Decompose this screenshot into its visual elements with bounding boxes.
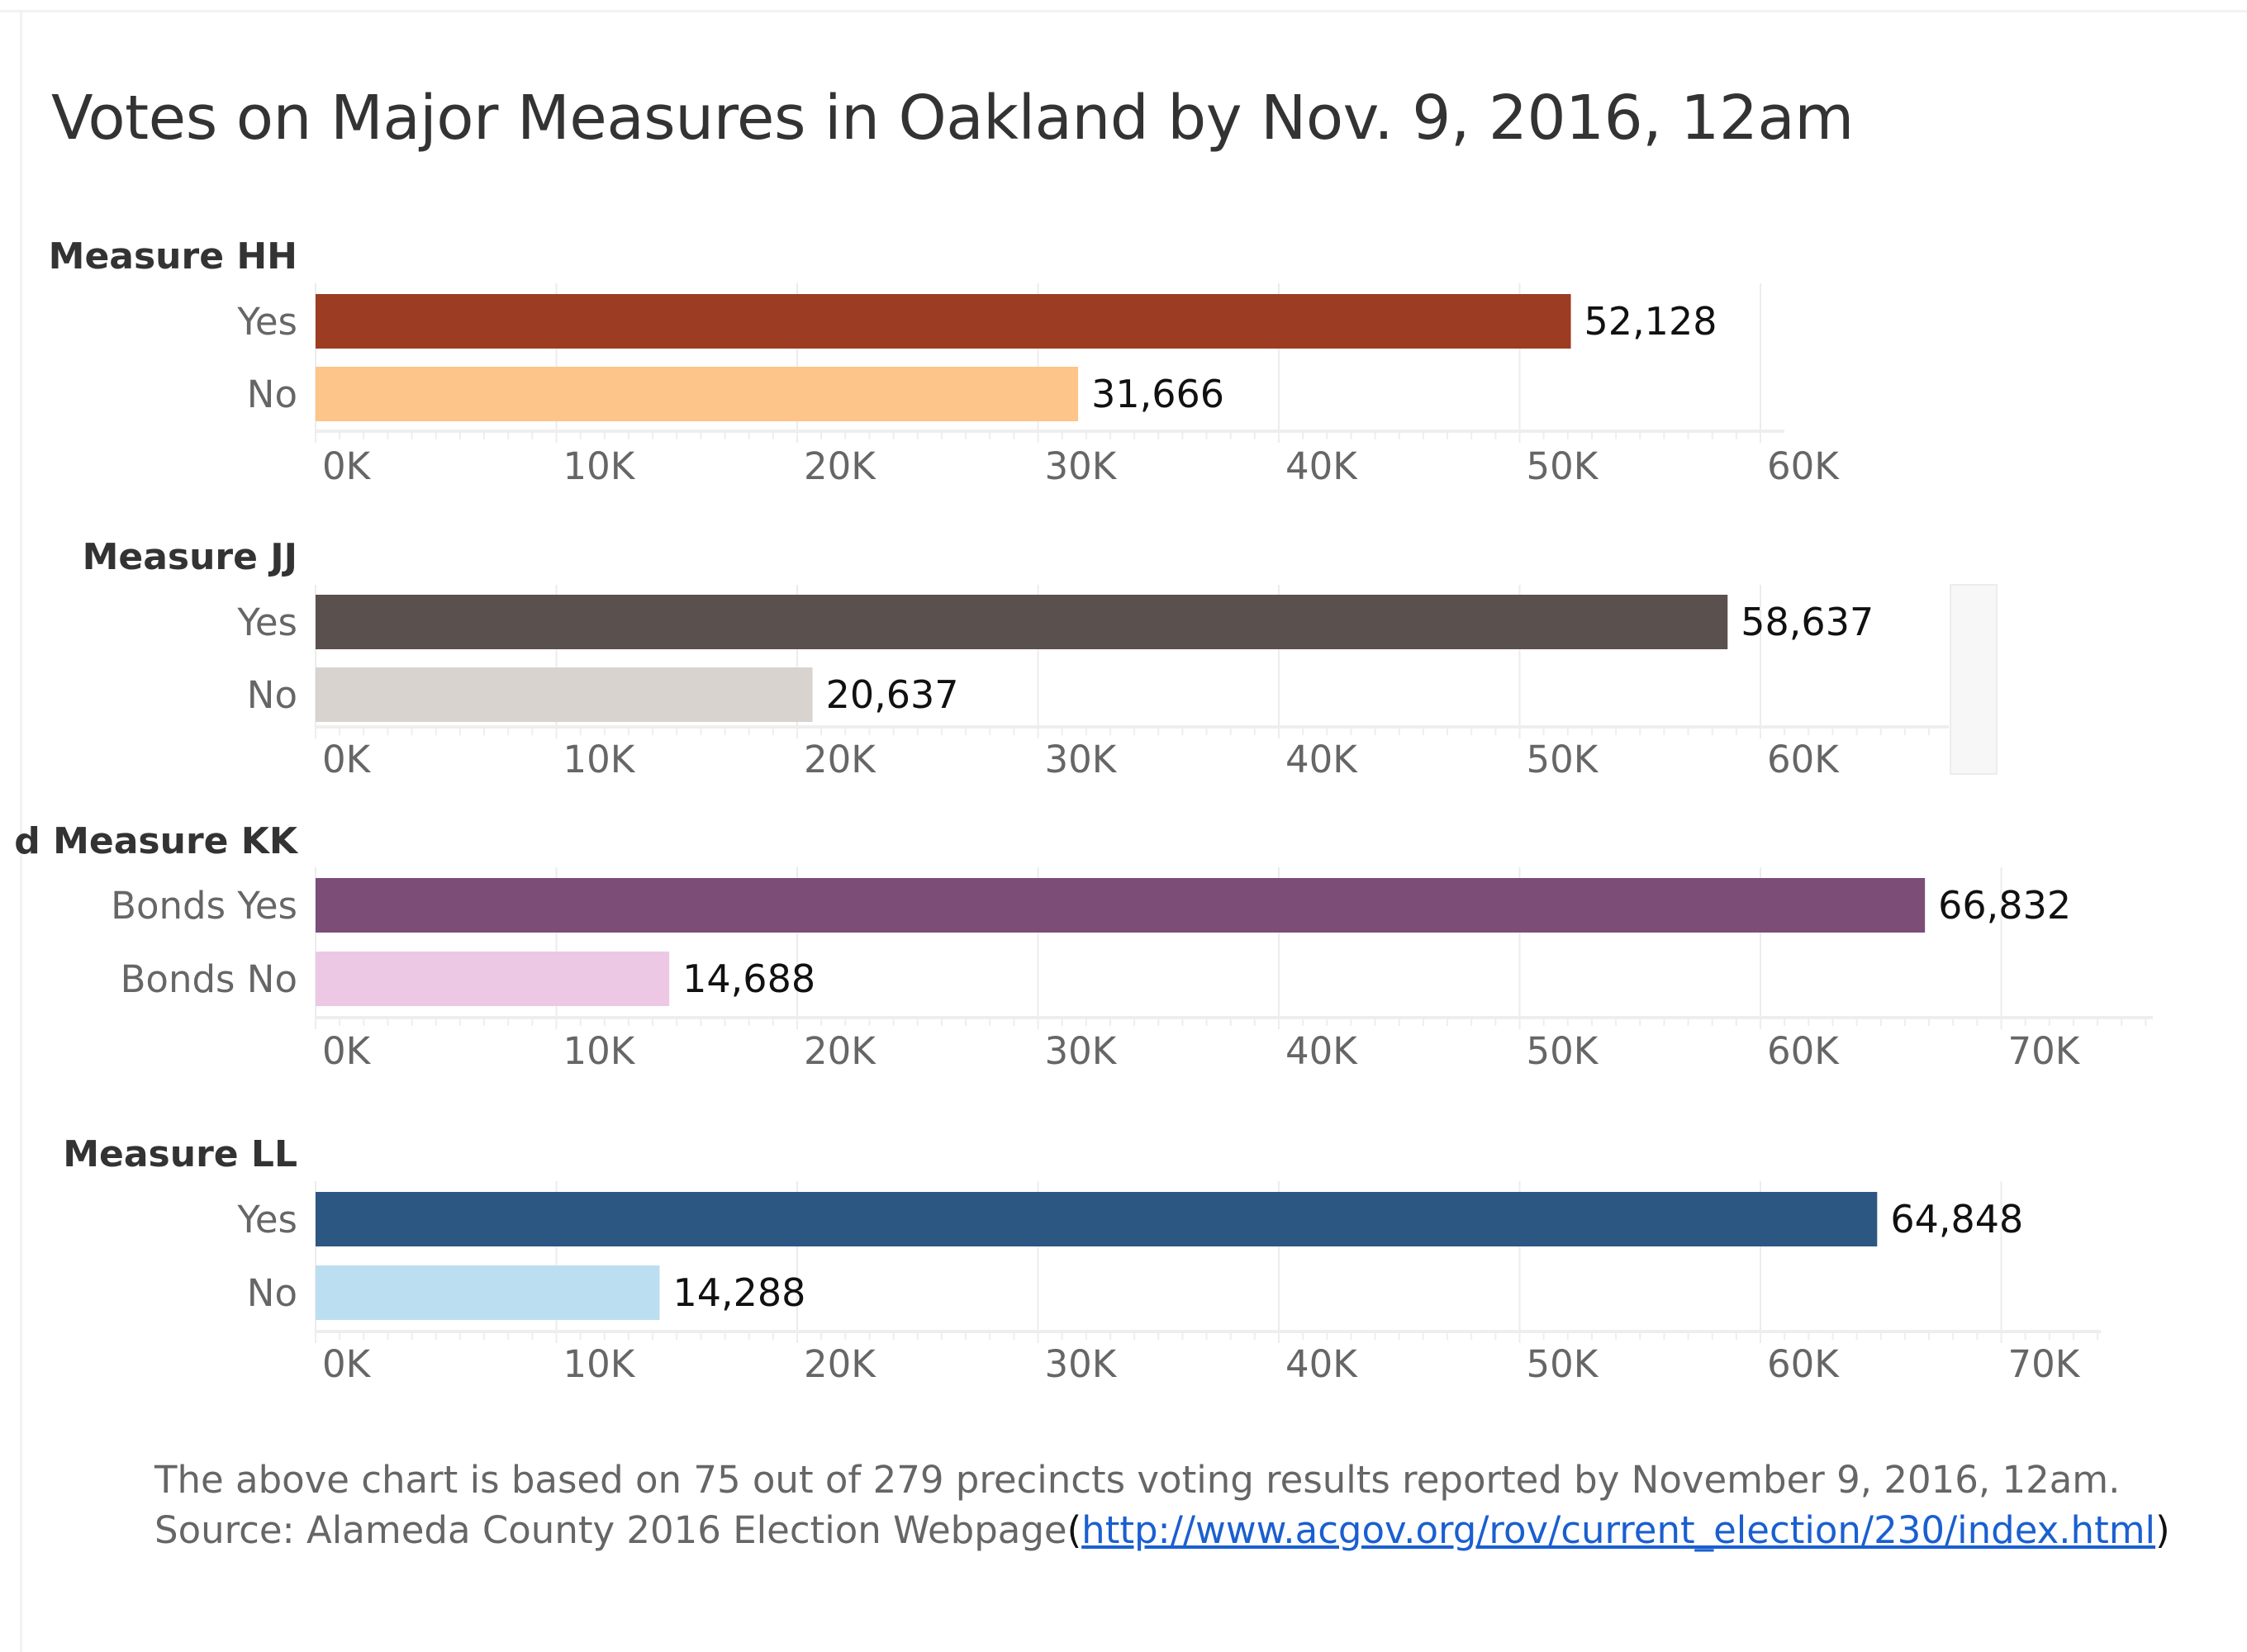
panel-4-tick-label: 10K [563, 1342, 636, 1386]
panel-3-value-label: 66,832 [1938, 883, 2071, 928]
panel-2-tick-label: 10K [563, 738, 636, 781]
panel-3-tick-label: 50K [1527, 1029, 1599, 1073]
panel-4-tick-label: 0K [322, 1342, 372, 1386]
panel-4-category-label: Yes [236, 1198, 297, 1241]
frame-top-border [0, 10, 2247, 12]
panel-2-tick-label: 40K [1285, 738, 1358, 781]
panel-3-tick-label: 70K [2008, 1029, 2081, 1073]
panel-1-bar-yes [316, 294, 1571, 349]
panel-3-category-label: Bonds Yes [111, 884, 297, 928]
panel-3-tick-label: 0K [322, 1029, 372, 1073]
chart-title: Votes on Major Measures in Oakland by No… [51, 83, 1854, 154]
panel-3-tick-label: 40K [1285, 1029, 1358, 1073]
panel-1-tick-label: 30K [1045, 444, 1118, 488]
panel-1-tick-label: 50K [1527, 444, 1599, 488]
panel-2-tick-label: 30K [1045, 738, 1118, 781]
frame-left-border [20, 12, 22, 1652]
panel-3-bar-bonds-yes [316, 878, 1926, 933]
panel-4-bar-yes [316, 1192, 1878, 1246]
footer-source-label: Source: Alameda County 2016 Election Web… [154, 1508, 1067, 1552]
panel-3-category-label: Bonds No [121, 957, 297, 1001]
panel-2-value-label: 58,637 [1741, 600, 1874, 644]
panel-1-tick-label: 40K [1285, 444, 1358, 488]
panel-1-title: Measure HH [49, 235, 297, 278]
panel-1-category-label: No [247, 373, 297, 416]
source-link[interactable]: http://www.acgov.org/rov/current_electio… [1081, 1508, 2156, 1552]
panel-1-tick-label: 0K [322, 444, 372, 488]
panel-4-tick-label: 60K [1767, 1342, 1840, 1386]
panel-2-tick-label: 60K [1767, 738, 1840, 781]
panel-3-tick-label: 10K [563, 1029, 636, 1073]
panel-2-value-label: 20,637 [826, 672, 959, 717]
panel-2-category-label: Yes [236, 601, 297, 644]
panel-1-value-label: 31,666 [1091, 372, 1224, 416]
panel-4-tick-label: 40K [1285, 1342, 1358, 1386]
panel-2-bar-no [316, 667, 813, 722]
panel-3-bar-bonds-no [316, 952, 670, 1006]
panel-1-tick-label: 60K [1767, 444, 1840, 488]
panel-3-title: d Measure KK [14, 820, 299, 862]
panel-2-tick-label: 20K [804, 738, 876, 781]
panel-4-tick-label: 70K [2008, 1342, 2081, 1386]
panel-2-category-label: No [247, 673, 297, 717]
panel-1-tick-label: 20K [804, 444, 876, 488]
panel-2-tick-label: 0K [322, 738, 372, 781]
panel-3-tick-label: 60K [1767, 1029, 1840, 1073]
panel-2-tick-label: 50K [1527, 738, 1599, 781]
panel-4-tick-label: 50K [1527, 1342, 1599, 1386]
panel-1-value-label: 52,128 [1584, 299, 1717, 344]
close-paren: ) [2155, 1508, 2170, 1552]
footer-source: Source: Alameda County 2016 Election Web… [154, 1508, 2170, 1552]
footer-note: The above chart is based on 75 out of 27… [154, 1458, 2121, 1502]
panel-3-tick-label: 30K [1045, 1029, 1118, 1073]
panel-3-value-label: 14,688 [682, 957, 815, 1001]
panel-2-scrollbar[interactable] [1950, 584, 1998, 775]
panel-4-tick-label: 20K [804, 1342, 876, 1386]
panel-1-category-label: Yes [236, 300, 297, 344]
panel-4-title: Measure LL [63, 1133, 297, 1175]
panel-1-bar-no [316, 367, 1079, 421]
panel-4-tick-label: 30K [1045, 1342, 1118, 1386]
panel-2-bar-yes [316, 595, 1728, 649]
panel-2-title: Measure JJ [83, 536, 297, 578]
open-paren: ( [1066, 1508, 1082, 1552]
panel-4-bar-no [316, 1265, 660, 1320]
panel-1-tick-label: 10K [563, 444, 636, 488]
panel-4-value-label: 14,288 [672, 1270, 805, 1315]
panel-3-tick-label: 20K [804, 1029, 876, 1073]
panel-4-value-label: 64,848 [1890, 1197, 2023, 1241]
panel-4-category-label: No [247, 1271, 297, 1315]
